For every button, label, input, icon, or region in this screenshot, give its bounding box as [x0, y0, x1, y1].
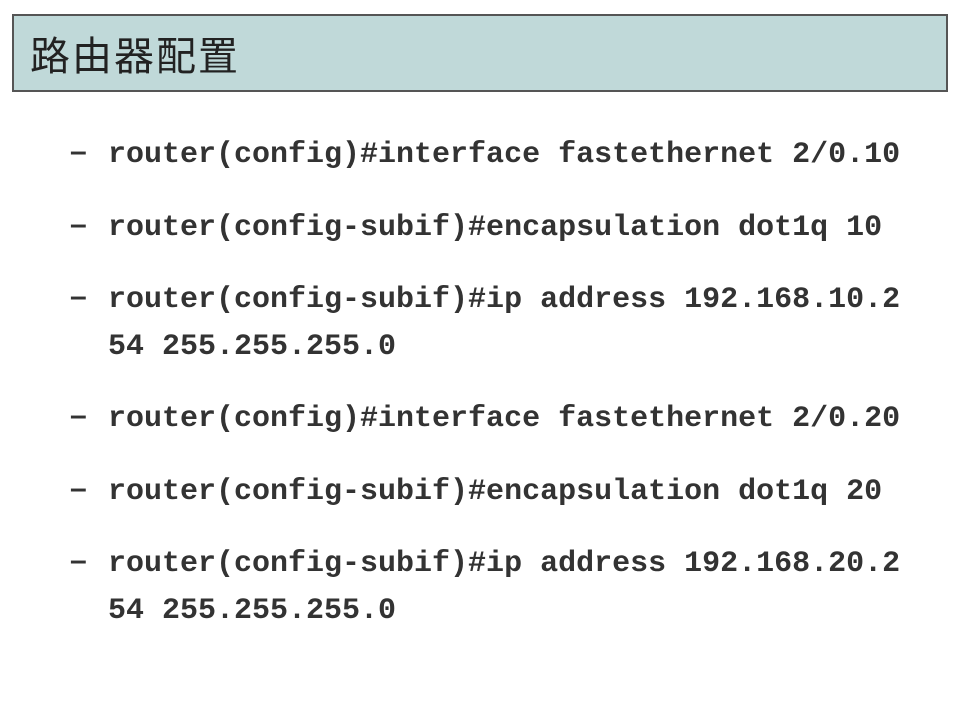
title-bar: 路由器配置	[12, 14, 948, 92]
dash-icon: –	[70, 277, 108, 316]
command-text: router(config-subif)#ip address 192.168.…	[108, 541, 908, 634]
slide-title: 路由器配置	[30, 34, 240, 79]
list-item: – router(config-subif)#ip address 192.16…	[70, 277, 908, 370]
list-item: – router(config)#interface fastethernet …	[70, 396, 908, 443]
list-item: – router(config-subif)#encapsulation dot…	[70, 205, 908, 252]
dash-icon: –	[70, 541, 108, 580]
list-item: – router(config-subif)#encapsulation dot…	[70, 469, 908, 516]
command-text: router(config-subif)#ip address 192.168.…	[108, 277, 908, 370]
list-item: – router(config-subif)#ip address 192.16…	[70, 541, 908, 634]
command-text: router(config-subif)#encapsulation dot1q…	[108, 469, 882, 516]
config-list: – router(config)#interface fastethernet …	[12, 132, 948, 634]
command-text: router(config-subif)#encapsulation dot1q…	[108, 205, 882, 252]
list-item: – router(config)#interface fastethernet …	[70, 132, 908, 179]
dash-icon: –	[70, 396, 108, 435]
dash-icon: –	[70, 205, 108, 244]
dash-icon: –	[70, 469, 108, 508]
command-text: router(config)#interface fastethernet 2/…	[108, 396, 900, 443]
dash-icon: –	[70, 132, 108, 171]
slide-container: 路由器配置 – router(config)#interface fasteth…	[0, 0, 960, 720]
command-text: router(config)#interface fastethernet 2/…	[108, 132, 900, 179]
